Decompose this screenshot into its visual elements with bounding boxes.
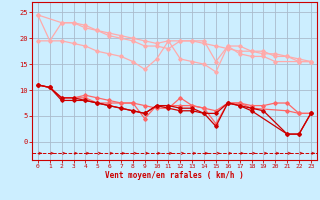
X-axis label: Vent moyen/en rafales ( km/h ): Vent moyen/en rafales ( km/h ) (105, 171, 244, 180)
